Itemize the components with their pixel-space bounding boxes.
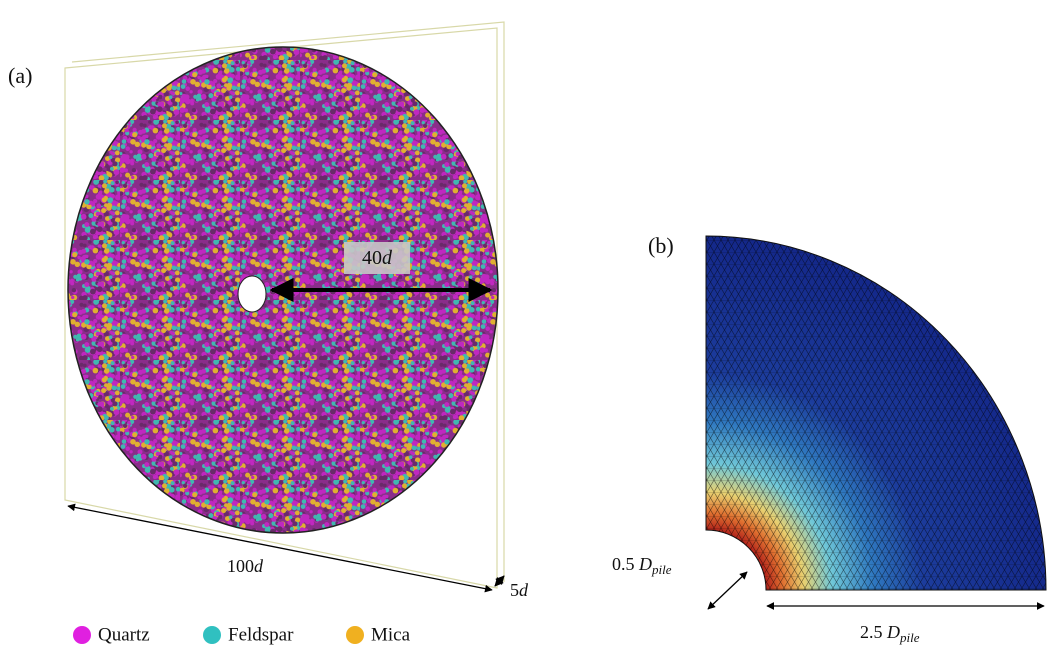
- legend-label: Feldspar: [228, 624, 294, 645]
- legend-swatch: [203, 626, 221, 644]
- figure: 40d 100d 5d (a) Quartz Feldspar Mica (b) 0…: [0, 0, 1048, 655]
- panel-label: (a): [8, 63, 32, 88]
- legend: Quartz Feldspar Mica: [73, 624, 411, 645]
- outer-label: 2.5 Dpile: [860, 622, 920, 645]
- legend-label: Mica: [371, 624, 411, 645]
- panel-label: (b): [648, 233, 674, 258]
- hole: [238, 276, 266, 312]
- inner-label: 0.5 Dpile: [612, 554, 672, 577]
- legend-swatch: [346, 626, 364, 644]
- radius-label: 40d: [362, 247, 393, 269]
- thickness-label: 5d: [510, 580, 529, 600]
- legend-swatch: [73, 626, 91, 644]
- inner-radius-arrow: [708, 572, 747, 609]
- mesh-overlay: [706, 236, 1046, 590]
- thickness-arrow: [495, 576, 504, 586]
- legend-label: Quartz: [98, 624, 150, 645]
- width-label: 100d: [227, 556, 264, 576]
